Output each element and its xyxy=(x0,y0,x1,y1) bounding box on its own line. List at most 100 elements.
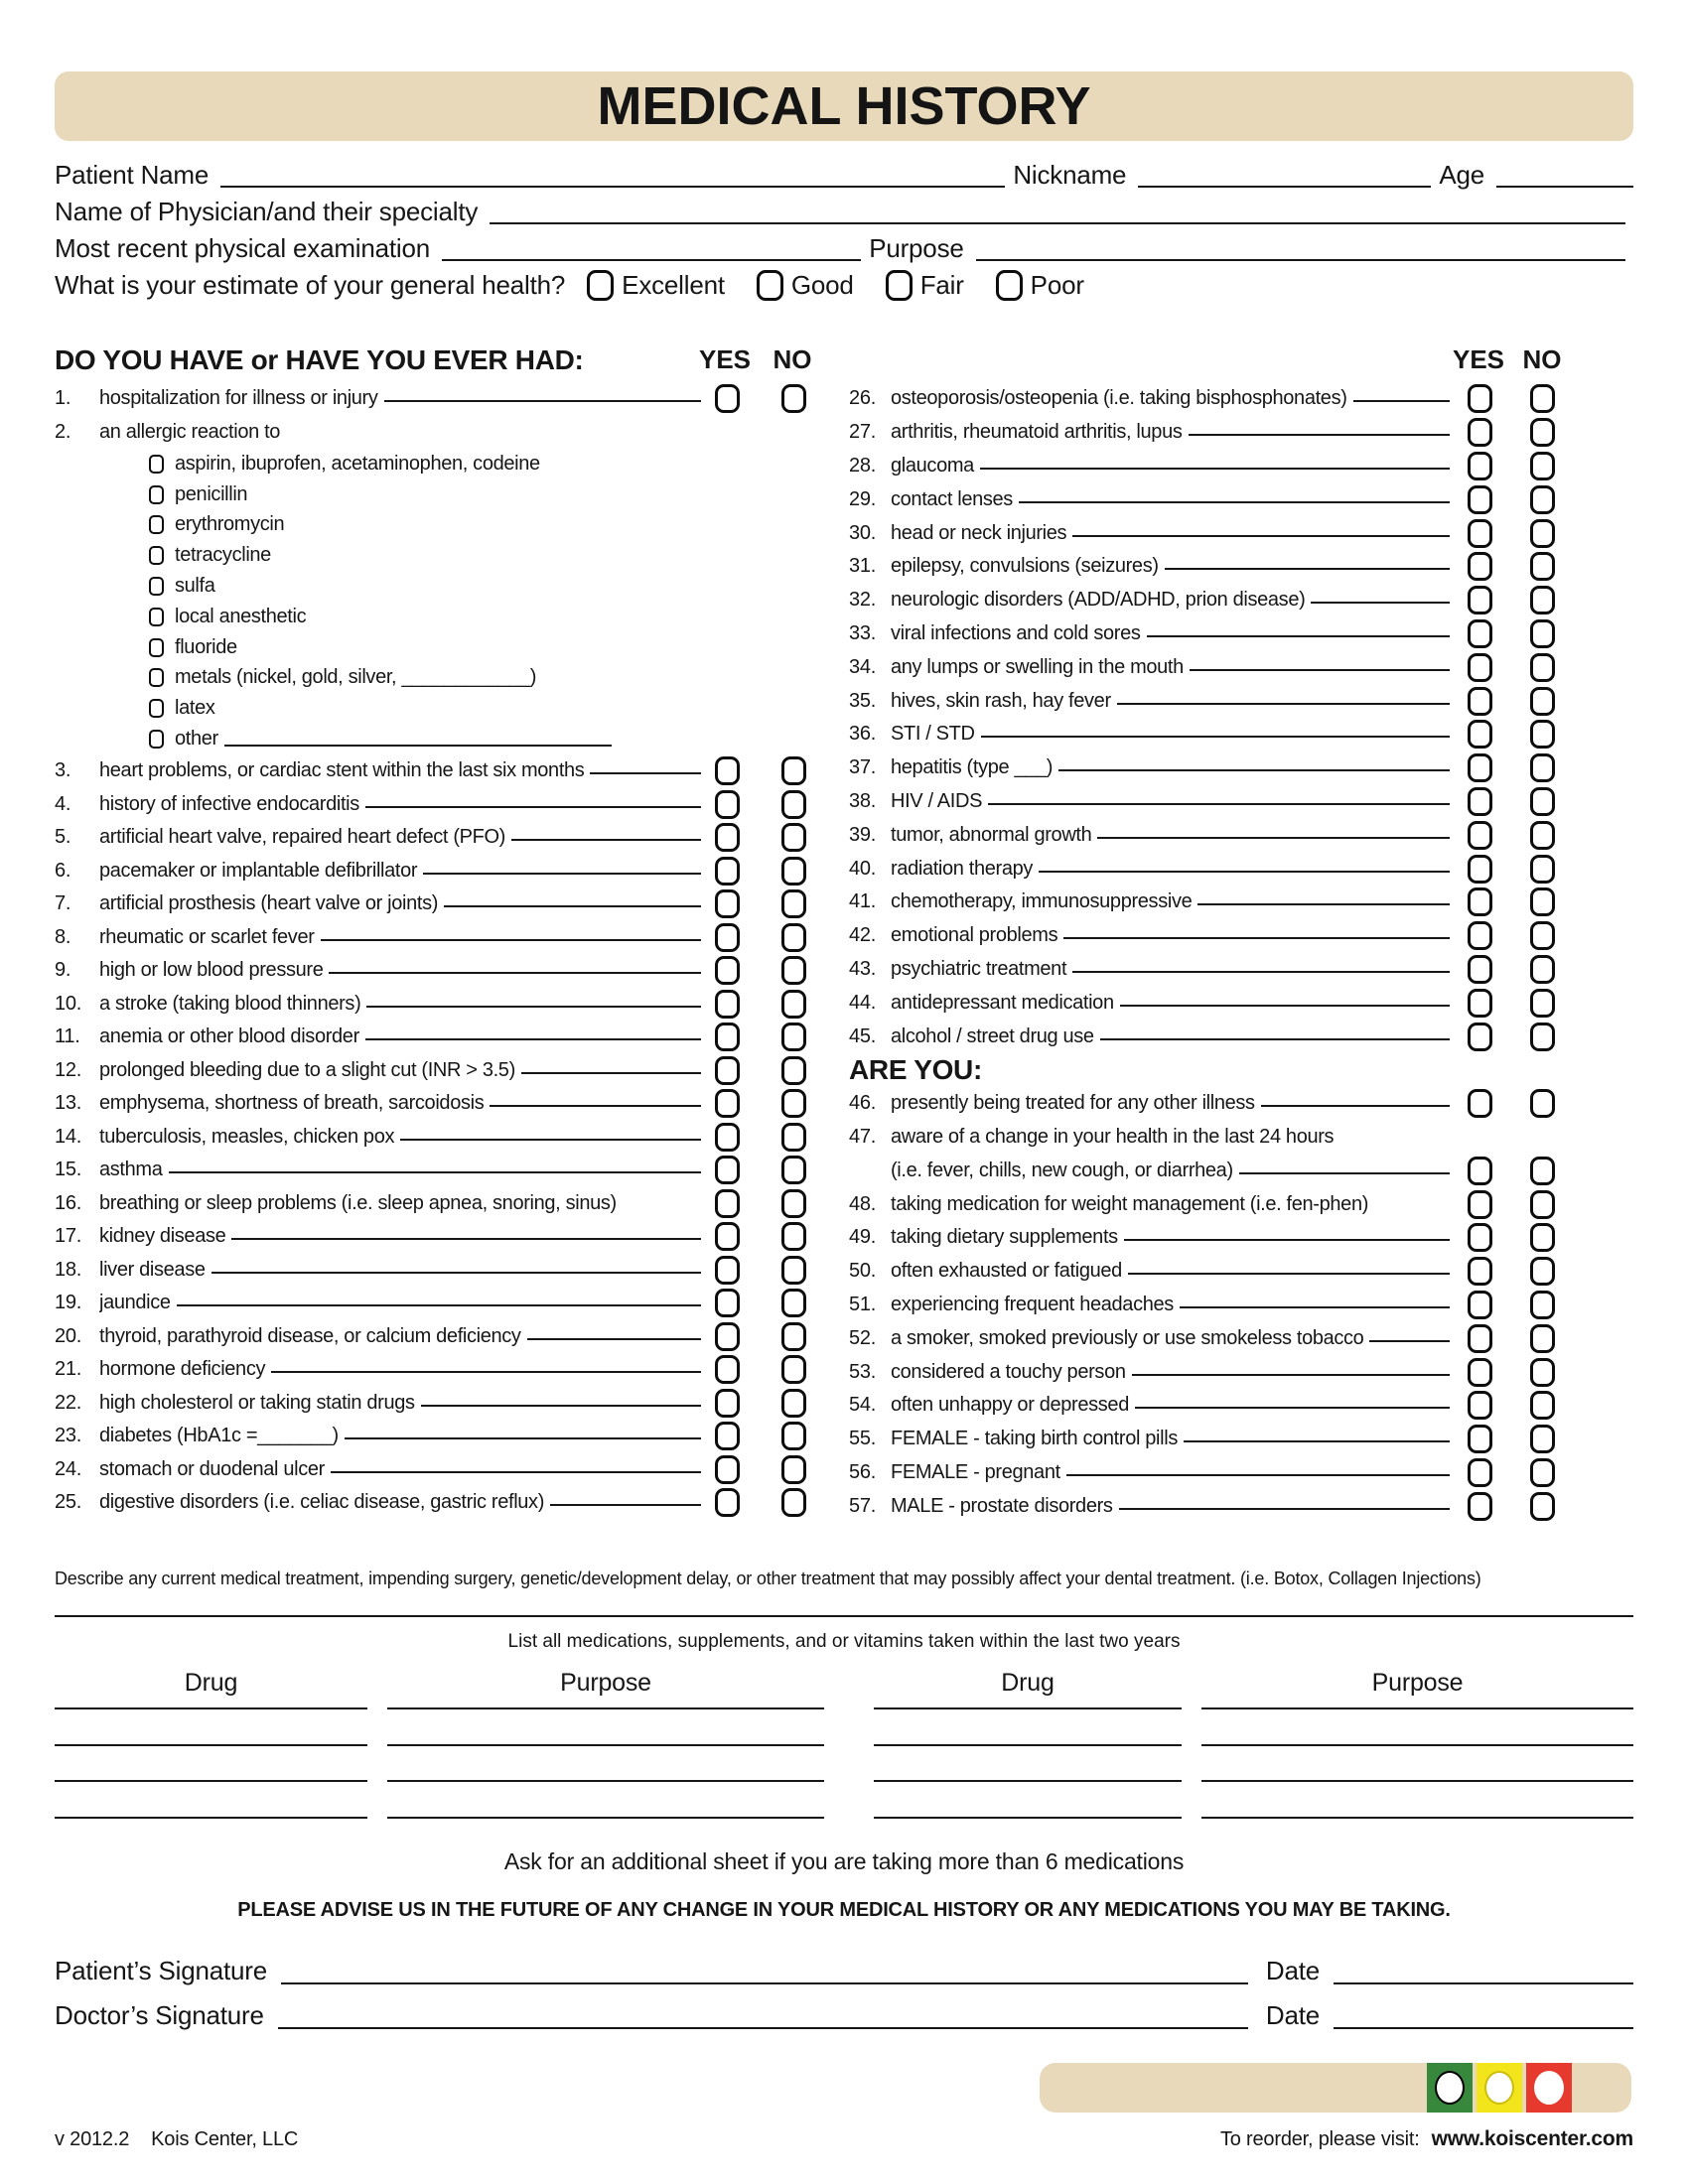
q28-yes-checkbox[interactable] xyxy=(1468,451,1492,480)
q25-yes-checkbox[interactable] xyxy=(715,1488,740,1518)
q49-no-checkbox[interactable] xyxy=(1530,1223,1555,1253)
q54-no-checkbox[interactable] xyxy=(1530,1391,1555,1421)
q55-no-checkbox[interactable] xyxy=(1530,1425,1555,1454)
q53-yes-checkbox[interactable] xyxy=(1468,1357,1492,1387)
q34-no-checkbox[interactable] xyxy=(1530,652,1555,682)
med-entry-line[interactable] xyxy=(874,1780,1182,1782)
q20-no-checkbox[interactable] xyxy=(781,1321,806,1351)
patient-name-field[interactable] xyxy=(220,186,1006,188)
q45-yes-checkbox[interactable] xyxy=(1468,1022,1492,1051)
q7-no-checkbox[interactable] xyxy=(781,889,806,919)
q51-yes-checkbox[interactable] xyxy=(1468,1290,1492,1319)
q22-no-checkbox[interactable] xyxy=(781,1388,806,1418)
q15-yes-checkbox[interactable] xyxy=(715,1156,740,1185)
q21-yes-checkbox[interactable] xyxy=(715,1355,740,1385)
q28-write-line[interactable] xyxy=(979,467,1450,470)
q9-no-checkbox[interactable] xyxy=(781,956,806,986)
q51-write-line[interactable] xyxy=(1179,1305,1450,1308)
q33-yes-checkbox[interactable] xyxy=(1468,618,1492,648)
q54-yes-checkbox[interactable] xyxy=(1468,1391,1492,1421)
q49-write-line[interactable] xyxy=(1123,1239,1450,1242)
q50-yes-checkbox[interactable] xyxy=(1468,1257,1492,1287)
q5-yes-checkbox[interactable] xyxy=(715,823,740,853)
q40-write-line[interactable] xyxy=(1039,870,1450,873)
q26-write-line[interactable] xyxy=(1352,400,1450,403)
q33-no-checkbox[interactable] xyxy=(1530,618,1555,648)
q27-no-checkbox[interactable] xyxy=(1530,418,1555,448)
q30-write-line[interactable] xyxy=(1072,534,1450,537)
allergy-metals-checkbox[interactable] xyxy=(149,668,164,688)
q45-write-line[interactable] xyxy=(1099,1037,1450,1040)
q46-yes-checkbox[interactable] xyxy=(1468,1089,1492,1119)
q53-no-checkbox[interactable] xyxy=(1530,1357,1555,1387)
q5-no-checkbox[interactable] xyxy=(781,823,806,853)
q31-write-line[interactable] xyxy=(1164,568,1450,571)
q4-yes-checkbox[interactable] xyxy=(715,789,740,819)
q36-yes-checkbox[interactable] xyxy=(1468,720,1492,750)
q57-no-checkbox[interactable] xyxy=(1530,1491,1555,1521)
q14-yes-checkbox[interactable] xyxy=(715,1122,740,1152)
q14-no-checkbox[interactable] xyxy=(781,1122,806,1152)
q44-yes-checkbox[interactable] xyxy=(1468,988,1492,1018)
q45-no-checkbox[interactable] xyxy=(1530,1022,1555,1051)
q17-no-checkbox[interactable] xyxy=(781,1222,806,1252)
q46-write-line[interactable] xyxy=(1260,1105,1450,1108)
med-entry-line[interactable] xyxy=(387,1816,824,1819)
q20-write-line[interactable] xyxy=(526,1337,701,1340)
q21-write-line[interactable] xyxy=(271,1371,701,1374)
q12-no-checkbox[interactable] xyxy=(781,1055,806,1085)
allergy-latex-checkbox[interactable] xyxy=(149,699,164,719)
q27-write-line[interactable] xyxy=(1188,434,1450,437)
q13-yes-checkbox[interactable] xyxy=(715,1089,740,1119)
q54-write-line[interactable] xyxy=(1134,1407,1450,1410)
q43-no-checkbox[interactable] xyxy=(1530,954,1555,984)
q9-write-line[interactable] xyxy=(329,972,701,975)
q56-no-checkbox[interactable] xyxy=(1530,1457,1555,1487)
health-poor-checkbox[interactable] xyxy=(995,270,1023,301)
q10-write-line[interactable] xyxy=(366,1005,701,1008)
q53-write-line[interactable] xyxy=(1131,1373,1450,1376)
med-entry-line[interactable] xyxy=(1201,1743,1633,1746)
doctor-signature-field[interactable] xyxy=(277,2026,1248,2029)
q6-yes-checkbox[interactable] xyxy=(715,856,740,886)
q1-yes-checkbox[interactable] xyxy=(715,384,740,414)
q46-no-checkbox[interactable] xyxy=(1530,1089,1555,1119)
q38-write-line[interactable] xyxy=(988,802,1450,805)
health-good-checkbox[interactable] xyxy=(756,270,783,301)
q39-write-line[interactable] xyxy=(1097,836,1450,839)
med-entry-line[interactable] xyxy=(55,1816,367,1819)
q39-no-checkbox[interactable] xyxy=(1530,820,1555,850)
q35-no-checkbox[interactable] xyxy=(1530,686,1555,716)
q15-write-line[interactable] xyxy=(168,1171,701,1174)
q11-no-checkbox[interactable] xyxy=(781,1023,806,1052)
q24-no-checkbox[interactable] xyxy=(781,1454,806,1484)
q3-no-checkbox[interactable] xyxy=(781,756,806,786)
med-entry-line[interactable] xyxy=(874,1743,1182,1746)
nickname-field[interactable] xyxy=(1138,186,1432,188)
q26-no-checkbox[interactable] xyxy=(1530,384,1555,414)
q56-write-line[interactable] xyxy=(1065,1473,1450,1476)
q12-yes-checkbox[interactable] xyxy=(715,1055,740,1085)
q37-write-line[interactable] xyxy=(1058,769,1450,772)
q25-no-checkbox[interactable] xyxy=(781,1488,806,1518)
q8-write-line[interactable] xyxy=(320,938,701,941)
q50-no-checkbox[interactable] xyxy=(1530,1257,1555,1287)
q48-yes-checkbox[interactable] xyxy=(1468,1189,1492,1219)
reorder-url[interactable]: www.koiscenter.com xyxy=(1431,2127,1634,2150)
q33-write-line[interactable] xyxy=(1146,634,1450,637)
q17-yes-checkbox[interactable] xyxy=(715,1222,740,1252)
q37-yes-checkbox[interactable] xyxy=(1468,753,1492,783)
physician-field[interactable] xyxy=(490,222,1625,224)
age-field[interactable] xyxy=(1496,186,1633,188)
treatment-write-line[interactable] xyxy=(55,1615,1633,1617)
q47-cont-no-checkbox[interactable] xyxy=(1530,1156,1555,1185)
q31-yes-checkbox[interactable] xyxy=(1468,552,1492,582)
health-fair-checkbox[interactable] xyxy=(885,270,913,301)
med-entry-line[interactable] xyxy=(387,1707,824,1709)
q42-no-checkbox[interactable] xyxy=(1530,921,1555,951)
q55-write-line[interactable] xyxy=(1183,1440,1450,1443)
q38-no-checkbox[interactable] xyxy=(1530,786,1555,816)
med-entry-line[interactable] xyxy=(1201,1780,1633,1782)
exam-field[interactable] xyxy=(442,259,862,261)
q34-yes-checkbox[interactable] xyxy=(1468,652,1492,682)
